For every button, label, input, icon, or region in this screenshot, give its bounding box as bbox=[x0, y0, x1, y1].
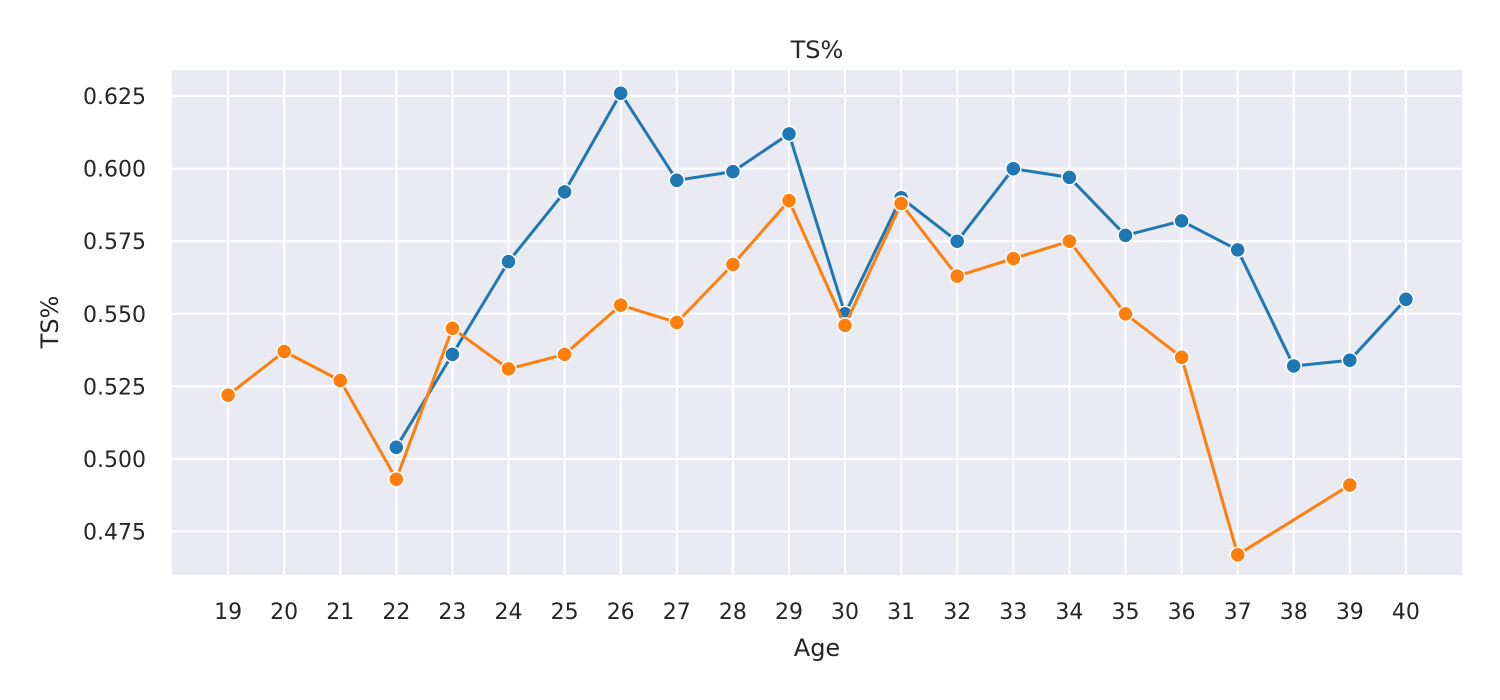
x-tick-label: 30 bbox=[831, 600, 859, 625]
x-axis-ticks: 19 20 21 22 23 24 25 26 27 28 29 30 31 32 33 34 35 36 37 38… bbox=[214, 600, 1420, 625]
y-tick-label: 0.525 bbox=[83, 375, 146, 400]
data-point bbox=[500, 253, 517, 270]
series-line bbox=[227, 199, 1351, 557]
data-point bbox=[724, 163, 742, 180]
x-tick-label: 28 bbox=[719, 600, 747, 625]
data-point bbox=[1061, 232, 1078, 250]
data-point bbox=[388, 470, 405, 488]
grid bbox=[172, 70, 1462, 575]
data-point bbox=[948, 232, 966, 250]
data-point bbox=[556, 346, 573, 363]
data-point bbox=[1397, 291, 1415, 308]
data-point bbox=[388, 439, 405, 456]
data-point bbox=[1117, 305, 1134, 323]
y-tick-label: 0.475 bbox=[83, 520, 146, 545]
series-layer bbox=[219, 84, 1415, 563]
x-tick-label: 29 bbox=[775, 600, 803, 625]
data-point bbox=[612, 84, 629, 102]
chart-title: TS% bbox=[790, 36, 844, 64]
x-tick-label: 34 bbox=[1055, 600, 1083, 625]
data-point bbox=[1341, 476, 1359, 494]
data-point bbox=[1229, 546, 1246, 563]
x-tick-label: 20 bbox=[270, 600, 298, 625]
data-point bbox=[724, 256, 742, 273]
x-tick-label: 38 bbox=[1280, 600, 1308, 625]
data-point bbox=[1117, 227, 1134, 244]
x-tick-label: 23 bbox=[438, 600, 466, 625]
data-point bbox=[1173, 212, 1190, 230]
y-tick-label: 0.625 bbox=[83, 85, 146, 110]
y-tick-label: 0.550 bbox=[83, 303, 146, 328]
y-axis-ticks: 0.475 0.500 0.525 0.550 0.575 0.600 0.625 bbox=[83, 85, 146, 545]
x-tick-label: 27 bbox=[663, 600, 691, 625]
data-point bbox=[948, 267, 966, 285]
data-point bbox=[1005, 160, 1022, 177]
data-point bbox=[1229, 241, 1246, 259]
data-point bbox=[612, 296, 629, 314]
data-point bbox=[836, 317, 854, 334]
plot-background bbox=[172, 70, 1462, 575]
x-tick-label: 37 bbox=[1224, 600, 1252, 625]
x-tick-label: 40 bbox=[1392, 600, 1420, 625]
data-point bbox=[1061, 169, 1078, 186]
data-point bbox=[219, 386, 237, 404]
x-tick-label: 25 bbox=[551, 600, 579, 625]
data-point bbox=[556, 183, 573, 201]
data-point bbox=[1005, 250, 1022, 267]
data-point bbox=[275, 343, 293, 360]
data-point bbox=[668, 314, 686, 331]
data-point bbox=[332, 372, 349, 389]
x-tick-label: 22 bbox=[382, 600, 410, 625]
data-point bbox=[668, 172, 686, 189]
data-point bbox=[780, 192, 798, 209]
x-tick-label: 26 bbox=[607, 600, 635, 625]
x-tick-label: 21 bbox=[326, 600, 354, 625]
x-tick-label: 35 bbox=[1111, 600, 1139, 625]
y-tick-label: 0.500 bbox=[83, 448, 146, 473]
x-tick-label: 24 bbox=[495, 600, 523, 625]
data-point bbox=[1173, 349, 1190, 366]
y-tick-label: 0.575 bbox=[83, 230, 146, 255]
x-tick-label: 39 bbox=[1336, 600, 1364, 625]
data-point bbox=[444, 346, 461, 363]
x-axis-title: Age bbox=[794, 634, 840, 662]
x-tick-label: 19 bbox=[214, 600, 242, 625]
x-tick-label: 33 bbox=[999, 600, 1027, 625]
data-point bbox=[892, 195, 910, 212]
data-point bbox=[1341, 351, 1359, 369]
x-tick-label: 31 bbox=[887, 600, 915, 625]
x-tick-label: 32 bbox=[943, 600, 971, 625]
y-axis-title: TS% bbox=[36, 296, 64, 350]
data-point bbox=[444, 320, 461, 337]
data-point bbox=[1285, 357, 1302, 375]
x-tick-label: 36 bbox=[1168, 600, 1196, 625]
series-2 bbox=[219, 192, 1359, 563]
data-point bbox=[500, 360, 517, 378]
data-point bbox=[780, 125, 798, 143]
y-tick-label: 0.600 bbox=[83, 158, 146, 183]
